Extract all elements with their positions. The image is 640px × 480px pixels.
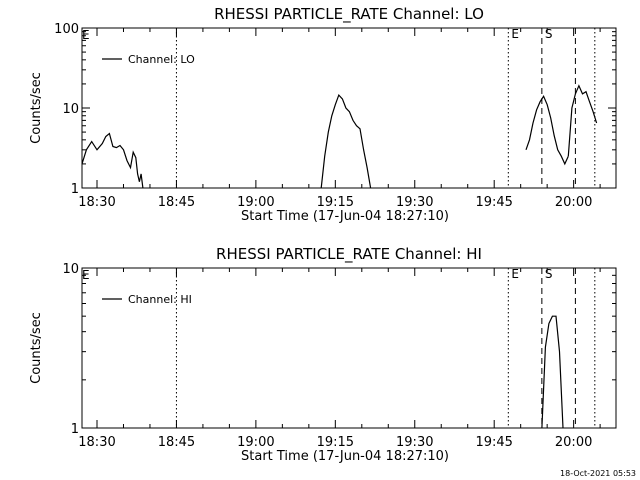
x-tick-label: 19:45	[475, 195, 512, 210]
x-tick-label: 19:45	[475, 435, 512, 450]
x-axis-label: Start Time (17-Jun-04 18:27:10)	[241, 449, 449, 464]
series-line-channel-hi	[541, 315, 564, 429]
series-line-channel-lo	[320, 93, 372, 189]
y-tick-label: 100	[54, 22, 79, 37]
x-tick-label: 20:00	[555, 195, 592, 210]
timestamp: 18-Oct-2021 05:53	[560, 469, 636, 478]
flag-label-s: S	[545, 267, 553, 281]
y-axis-label: Counts/sec	[29, 312, 44, 384]
y-tick-label: 1	[71, 182, 79, 197]
legend-entry: Channel: LO	[128, 53, 195, 66]
x-tick-label: 19:15	[317, 195, 354, 210]
series-line-channel-lo	[567, 84, 598, 157]
y-axis-label: Counts/sec	[29, 72, 44, 144]
legend-entry: Channel: HI	[128, 293, 192, 306]
flag-label-s: S	[545, 27, 553, 41]
y-tick-label: 1	[71, 422, 79, 437]
x-tick-label: 19:30	[396, 435, 433, 450]
series-line-channel-lo	[81, 132, 144, 189]
plot-frame	[81, 267, 617, 429]
corner-label: E	[82, 268, 90, 282]
x-tick-label: 20:00	[555, 435, 592, 450]
x-tick-label: 18:45	[158, 195, 195, 210]
x-tick-label: 19:00	[237, 435, 274, 450]
x-tick-label: 18:45	[158, 435, 195, 450]
x-tick-label: 19:15	[317, 435, 354, 450]
flag-label-e: E	[511, 267, 519, 281]
x-tick-label: 18:30	[78, 435, 115, 450]
flag-label-e: E	[511, 27, 519, 41]
corner-label: E	[82, 28, 90, 42]
chart-title: RHESSI PARTICLE_RATE Channel: LO	[214, 5, 484, 24]
x-tick-label: 18:30	[78, 195, 115, 210]
x-tick-label: 19:30	[396, 195, 433, 210]
chart-title: RHESSI PARTICLE_RATE Channel: HI	[216, 245, 482, 264]
plot-frame	[81, 27, 617, 189]
x-tick-label: 19:00	[237, 195, 274, 210]
x-axis-label: Start Time (17-Jun-04 18:27:10)	[241, 209, 449, 224]
y-tick-label: 10	[62, 262, 79, 277]
y-tick-label: 10	[62, 102, 79, 117]
series-line-channel-lo	[525, 95, 569, 166]
